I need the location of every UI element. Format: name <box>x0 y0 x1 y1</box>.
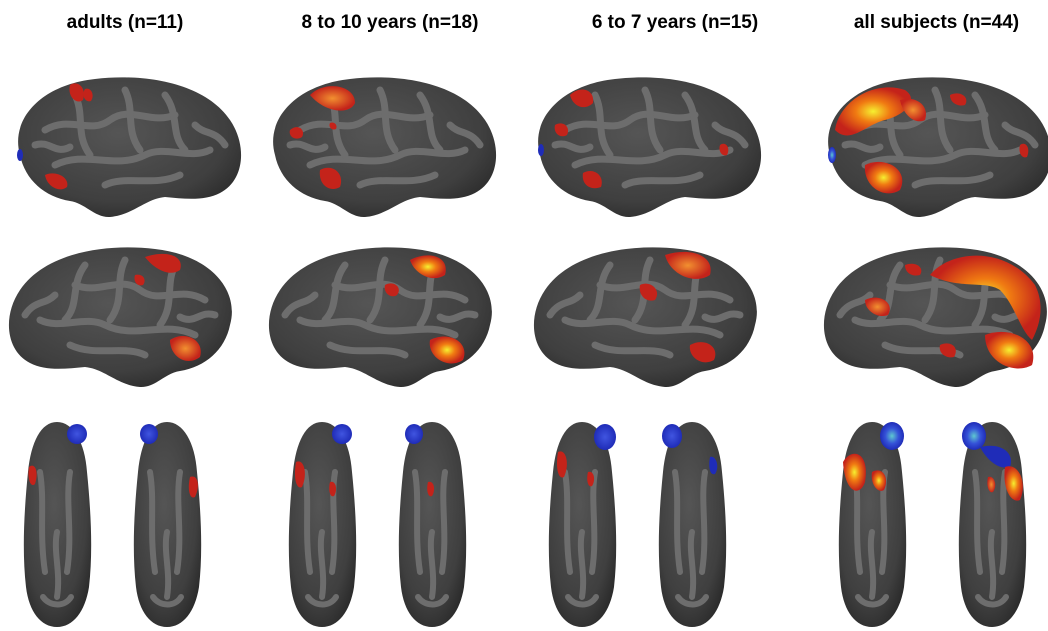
column-title-adults: adults (n=11) <box>66 12 184 33</box>
brain-8-to-10-left-lateral <box>273 77 497 218</box>
brain-adults-left-lateral <box>17 77 242 218</box>
column-title-8-to-10-years: 8 to 10 years (n=18) <box>301 12 479 33</box>
brain-all-subjects-left-lateral <box>828 77 1048 218</box>
brain-6-to-7-ventral-pair <box>548 422 727 627</box>
column-title-6-to-7-years: 6 to 7 years (n=15) <box>591 12 759 33</box>
brain-6-to-7-left-lateral <box>538 77 762 218</box>
brain-all-subjects-right-lateral <box>823 247 1047 388</box>
brain-6-to-7-right-lateral <box>533 247 757 388</box>
brain-all-subjects-ventral-pair <box>838 422 1027 627</box>
column-title-all-subjects: all subjects (n=44) <box>853 12 1020 33</box>
brain-8-to-10-ventral-pair <box>288 422 467 627</box>
brain-adults-ventral-pair <box>23 422 202 627</box>
brain-8-to-10-right-lateral <box>268 247 492 388</box>
brain-adults-right-lateral <box>8 247 232 388</box>
